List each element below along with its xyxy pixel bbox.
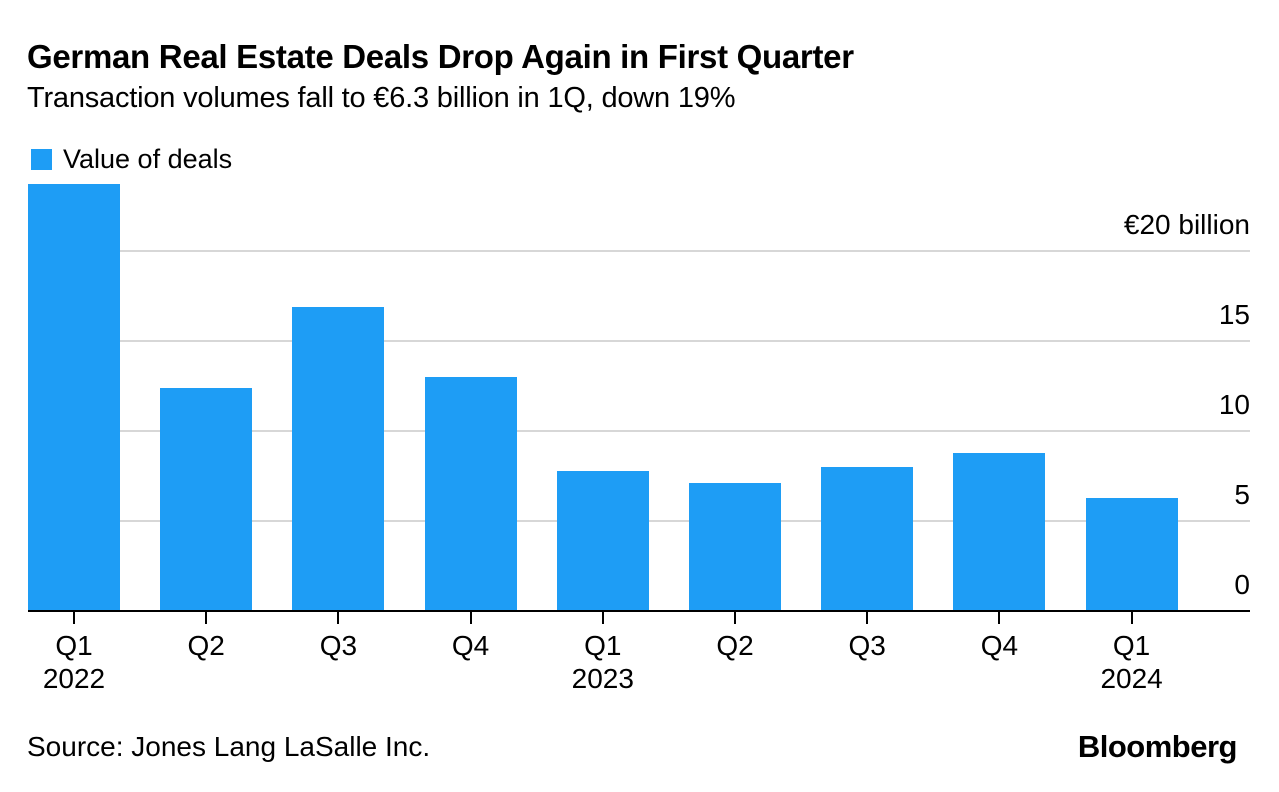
x-axis-tick-2 (337, 612, 340, 624)
x-axis-label-6: Q3 (848, 630, 886, 661)
bloomberg-logo: Bloomberg (1077, 729, 1238, 764)
bar-q4-2022 (424, 377, 517, 611)
gridline-20 (28, 250, 1250, 252)
legend-swatch-icon (31, 149, 52, 170)
x-axis-tick-0 (73, 612, 75, 624)
x-axis-tick-4 (601, 612, 604, 624)
x-axis-label-5: Q2 (716, 630, 754, 661)
x-axis-label-1: Q2 (187, 630, 225, 661)
x-axis-tick-8 (1130, 612, 1133, 624)
x-axis-label-2: Q3 (319, 630, 358, 661)
x-axis-tick-3 (469, 612, 472, 624)
x-axis-tick-7 (998, 612, 1001, 624)
y-axis-label-5: 5 (1234, 479, 1250, 510)
y-axis-label-20: €20 billion (1123, 209, 1250, 240)
bar-q2-2023 (689, 483, 781, 611)
bar-q4-2023 (953, 452, 1046, 611)
gridline-15 (28, 340, 1250, 342)
chart-title: German Real Estate Deals Drop Again in F… (27, 38, 854, 75)
bar-q1-2023 (556, 470, 649, 611)
y-axis-label-0: 0 (1234, 569, 1250, 600)
y-axis-label-10: 10 (1218, 389, 1250, 420)
chart-subtitle: Transaction volumes fall to €6.3 billion… (27, 82, 736, 114)
x-axis-line (28, 610, 1250, 612)
bar-q1-2022 (28, 184, 120, 611)
bar-q1-2024 (1085, 497, 1178, 611)
bar-q3-2023 (821, 467, 914, 611)
x-axis-label-4: Q1 2023 (571, 630, 634, 694)
x-axis-tick-5 (734, 612, 736, 624)
x-axis-label-0: Q1 2022 (42, 630, 106, 694)
x-axis-label-7: Q4 (980, 630, 1019, 661)
bar-q2-2022 (160, 387, 253, 611)
x-axis-label-3: Q4 (451, 630, 490, 661)
source-note: Source: Jones Lang LaSalle Inc. (27, 731, 431, 762)
bar-q3-2022 (292, 306, 385, 611)
x-axis-tick-6 (866, 612, 869, 624)
x-axis-tick-1 (205, 612, 208, 624)
gridline-10 (28, 430, 1250, 432)
x-axis-label-8: Q1 2024 (1100, 630, 1163, 694)
legend-label: Value of deals (63, 144, 233, 174)
legend: Value of deals (31, 144, 232, 175)
y-axis-label-15: 15 (1218, 299, 1250, 330)
